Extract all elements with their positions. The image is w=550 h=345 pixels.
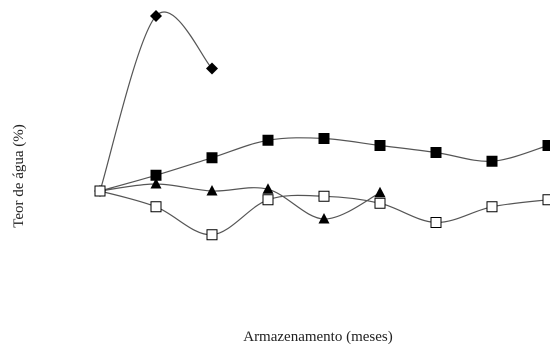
data-point-series-1-2	[150, 10, 162, 22]
data-point-series-3-4	[262, 183, 274, 194]
data-point-series-4-3	[206, 229, 218, 241]
data-point-series-3-3	[206, 185, 218, 196]
data-point-series-4-2	[150, 201, 162, 213]
data-point-series-3-6	[374, 186, 386, 198]
data-point-series-4-6	[374, 197, 386, 209]
data-point-series-2-7	[430, 147, 442, 158]
data-point-series-2-9	[542, 140, 550, 151]
data-point-series-4-5	[318, 190, 330, 202]
data-point-series-3-2	[150, 178, 162, 189]
x-axis-label: Armazenamento (meses)	[243, 329, 393, 345]
data-point-series-2-6	[374, 140, 386, 151]
series-line-2	[99, 137, 549, 192]
data-point-series-4-9	[542, 194, 550, 206]
data-point-series-4-1	[94, 185, 106, 197]
data-point-series-2-5	[318, 133, 330, 144]
data-point-series-4-8	[486, 201, 498, 213]
data-point-series-4-7	[430, 217, 442, 228]
series-markers	[94, 10, 550, 241]
data-point-series-2-8	[486, 155, 498, 167]
series-line-1	[99, 11, 213, 192]
data-point-series-1-3	[206, 62, 218, 75]
data-point-series-4-4	[262, 194, 274, 206]
data-point-series-2-4	[262, 134, 274, 146]
data-point-series-2-3	[206, 152, 218, 164]
y-axis-label: Teor de água (%)	[11, 124, 27, 227]
data-point-series-3-5	[318, 213, 330, 224]
